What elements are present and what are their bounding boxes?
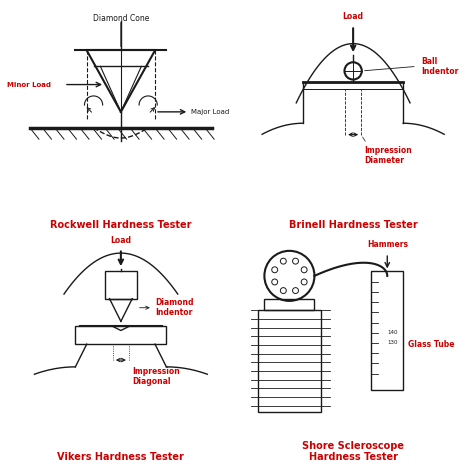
Text: Major Load: Major Load (191, 109, 229, 115)
Bar (264, 299, 314, 310)
Text: Diamond Cone: Diamond Cone (93, 14, 149, 23)
Text: Vikers Hardness Tester: Vikers Hardness Tester (57, 453, 184, 463)
Text: Impression
Diameter: Impression Diameter (365, 146, 412, 165)
Text: Brinell Hardness Tester: Brinell Hardness Tester (289, 220, 418, 230)
Text: Shore Scleroscope
Hardness Tester: Shore Scleroscope Hardness Tester (302, 441, 404, 463)
Text: Load: Load (110, 236, 131, 245)
Text: Load: Load (343, 12, 364, 21)
Bar (371, 271, 403, 390)
Text: Hammers: Hammers (367, 239, 408, 248)
Text: Impression
Diagonal: Impression Diagonal (132, 367, 180, 386)
Text: Diamond
Indentor: Diamond Indentor (155, 298, 193, 318)
Text: Glass Tube: Glass Tube (408, 340, 454, 348)
Bar (75, 326, 166, 344)
Text: Rockwell Hardness Tester: Rockwell Hardness Tester (50, 220, 191, 230)
Text: Ball
Indentor: Ball Indentor (421, 57, 459, 76)
Text: 130: 130 (387, 340, 398, 346)
Text: 140: 140 (387, 330, 398, 335)
Text: Minor Load: Minor Load (7, 82, 51, 88)
Bar (257, 310, 321, 412)
Bar (105, 271, 137, 299)
